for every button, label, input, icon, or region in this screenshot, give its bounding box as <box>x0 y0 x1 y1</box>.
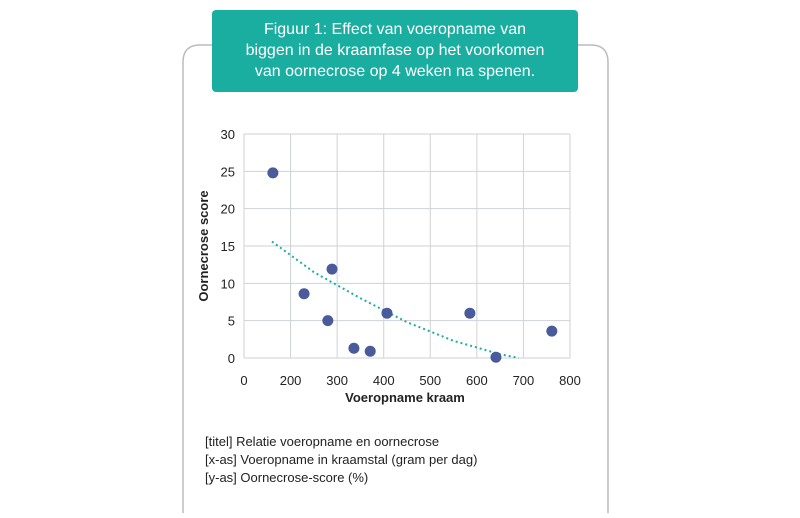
x-axis-label: Voeropname kraam <box>345 390 465 405</box>
x-tick-label: 600 <box>466 373 488 388</box>
title-box <box>212 10 578 92</box>
x-tick-label: 200 <box>280 373 302 388</box>
point <box>464 307 476 319</box>
point <box>381 307 393 319</box>
title-line: Figuur 1: Effect van voeropname van <box>264 21 526 38</box>
point <box>326 263 338 275</box>
point <box>546 325 558 337</box>
y-tick-label: 25 <box>221 164 235 179</box>
x-tick-label: 300 <box>326 373 348 388</box>
y-tick-label: 10 <box>221 276 235 291</box>
note: [y-as] Oornecrose-score (%) <box>205 470 368 485</box>
y-tick-label: 0 <box>228 351 235 366</box>
plot: 0 200 300 400 500 600 700 800 0 5 10 15 20 25 30 <box>221 127 581 388</box>
x-tick-label: 400 <box>373 373 395 388</box>
point <box>298 288 310 300</box>
point <box>267 167 279 179</box>
note: [x-as] Voeropname in kraamstal (gram per… <box>205 452 477 467</box>
point <box>348 342 360 354</box>
point <box>322 315 334 327</box>
title-line: van oornecrose op 4 weken na spenen. <box>255 63 535 80</box>
point <box>364 345 376 357</box>
x-tick-label: 500 <box>419 373 441 388</box>
x-tick-label: 800 <box>559 373 581 388</box>
y-tick-label: 20 <box>221 202 235 217</box>
trendline <box>271 240 519 359</box>
y-tick-label: 30 <box>221 127 235 142</box>
x-tick-label: 0 <box>240 373 247 388</box>
title-line: biggen in de kraamfase op het voorkomen <box>246 42 545 59</box>
y-tick-label: 5 <box>228 314 235 329</box>
x-tick-label: 700 <box>513 373 535 388</box>
point <box>490 351 502 363</box>
y-tick-label: 15 <box>221 239 235 254</box>
y-axis-label: Oornecrose score <box>196 190 211 301</box>
note: [titel] Relatie voeropname en oornecrose <box>205 434 439 449</box>
